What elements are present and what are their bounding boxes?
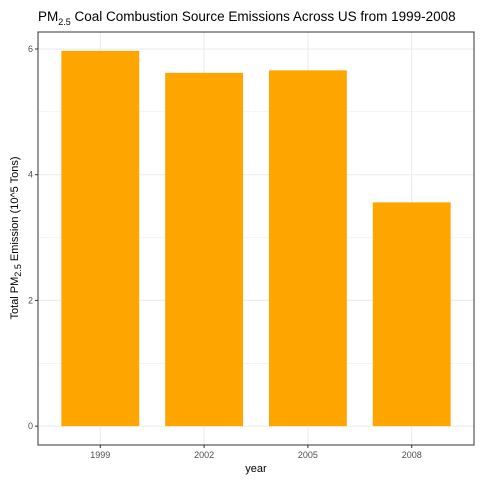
y-axis-title: Total PM2.5 Emission (10^5 Tons) — [9, 157, 23, 320]
y-tick-label: 6 — [28, 44, 33, 54]
chart-title-prefix: PM — [38, 9, 58, 24]
bar-1999 — [61, 50, 140, 427]
axis-ticks: 0 2 4 6 1999 2002 2005 2008 — [28, 44, 422, 460]
y-tick-label: 4 — [28, 170, 33, 180]
y-axis-title-prefix: Total PM — [9, 277, 21, 320]
chart-title: PM2.5 Coal Combustion Source Emissions A… — [38, 9, 456, 27]
y-axis-title-suffix: Emission (10^5 Tons) — [9, 157, 21, 265]
bars — [61, 50, 451, 427]
chart-title-subscript: 2.5 — [58, 17, 71, 27]
bar-2002 — [165, 72, 244, 427]
plot-border — [37, 31, 475, 446]
y-axis-title-subscript: 2.5 — [13, 264, 23, 277]
x-tick-label: 2002 — [194, 450, 214, 460]
x-tick-label: 1999 — [90, 450, 110, 460]
x-tick-label: 2005 — [298, 450, 318, 460]
bar-2008 — [372, 202, 451, 427]
y-tick-label: 2 — [28, 295, 33, 305]
chart-title-suffix: Coal Combustion Source Emissions Across … — [71, 9, 456, 24]
x-axis-title: year — [245, 463, 267, 475]
y-tick-label: 0 — [28, 421, 33, 431]
bar-2005 — [268, 70, 347, 427]
x-tick-label: 2008 — [402, 450, 422, 460]
